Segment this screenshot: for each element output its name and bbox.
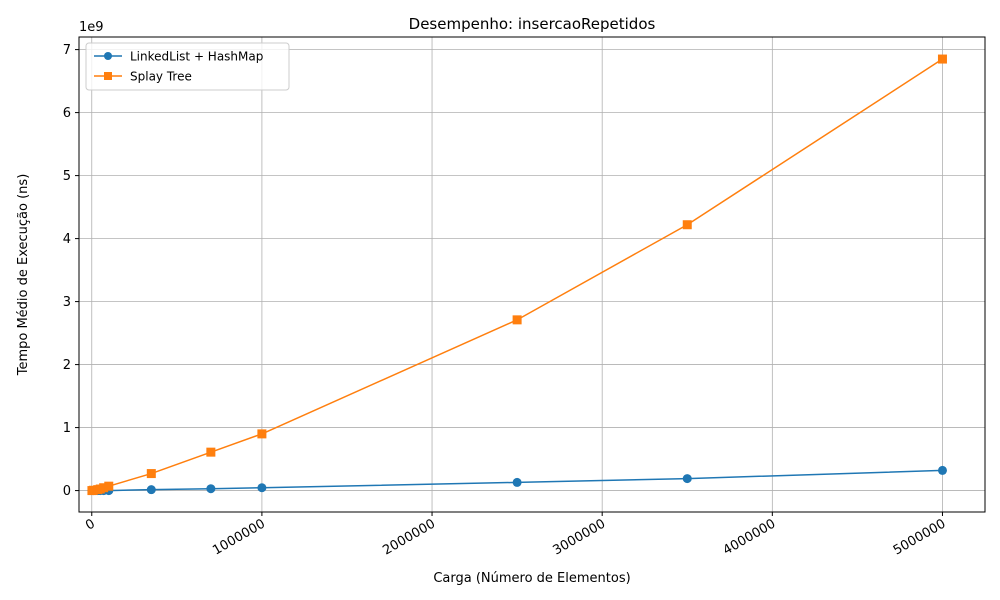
y-tick-label: 6 xyxy=(63,106,71,121)
plot-frame xyxy=(78,36,986,513)
legend: LinkedList + HashMap Splay Tree xyxy=(85,42,290,91)
y-tick-label: 2 xyxy=(63,358,71,373)
chart-title: Desempenho: insercaoRepetidos xyxy=(409,15,656,33)
y-tick-label: 7 xyxy=(63,43,71,58)
data-point xyxy=(146,485,156,495)
data-point xyxy=(104,481,114,491)
data-point xyxy=(937,54,947,64)
series-layer xyxy=(87,54,947,496)
data-point xyxy=(512,477,522,487)
y-tick-label: 4 xyxy=(63,232,71,247)
legend-label: LinkedList + HashMap xyxy=(130,50,263,64)
data-point xyxy=(512,315,522,325)
legend-marker xyxy=(104,52,112,60)
y-tick-label: 0 xyxy=(63,484,71,499)
legend-marker xyxy=(104,72,112,80)
legend-label: Splay Tree xyxy=(130,70,192,84)
data-point xyxy=(682,474,692,484)
y-tick-label: 1 xyxy=(63,421,71,436)
data-point xyxy=(257,483,267,493)
grid xyxy=(79,37,985,512)
data-point xyxy=(682,220,692,230)
data-point xyxy=(146,469,156,479)
data-point xyxy=(99,483,109,493)
y-axis-label: Tempo Médio de Execução (ns) xyxy=(16,174,31,377)
data-point xyxy=(206,484,216,494)
data-point xyxy=(937,465,947,475)
series-2 xyxy=(87,54,947,496)
x-axis-label: Carga (Número de Elementos) xyxy=(433,571,630,586)
legend-box xyxy=(85,42,290,91)
y-offset-label: 1e9 xyxy=(79,20,104,35)
data-point xyxy=(206,447,216,457)
data-point xyxy=(257,429,267,439)
y-tick-label: 3 xyxy=(63,295,71,310)
y-tick-label: 5 xyxy=(63,169,71,184)
